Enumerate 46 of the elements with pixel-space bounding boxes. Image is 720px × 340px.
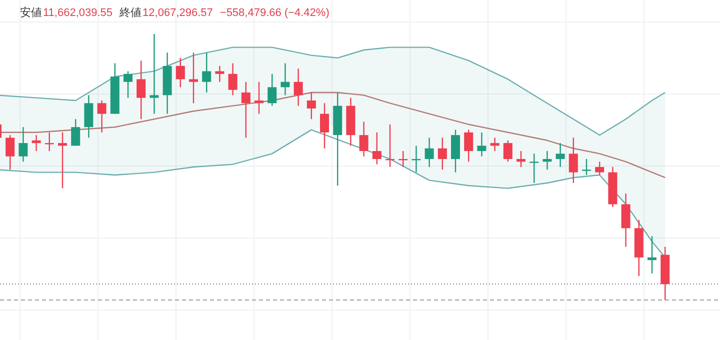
- candlestick: [516, 150, 526, 168]
- candlestick: [228, 62, 238, 96]
- candlestick: [438, 137, 447, 170]
- candlestick: [477, 132, 486, 157]
- candlestick: [202, 52, 212, 94]
- candlestick: [215, 65, 224, 82]
- candlestick: [542, 150, 552, 170]
- candlestick: [18, 126, 28, 162]
- candlestick: [150, 33, 159, 114]
- candlestick: [136, 60, 146, 120]
- candlestick: [490, 137, 500, 152]
- candlestick: [582, 158, 591, 176]
- candlestick: [124, 70, 132, 98]
- candlestick: [84, 94, 94, 138]
- candlestick: [241, 81, 250, 138]
- candlestick: [372, 132, 382, 165]
- candlestick: [595, 161, 604, 176]
- candlestick: [621, 193, 630, 248]
- annotation: 終値: [120, 7, 142, 19]
- candlestick: [280, 62, 290, 96]
- candlestick: [268, 73, 277, 106]
- candlestick: [306, 92, 316, 120]
- candlestick: [189, 52, 198, 104]
- candlestick: [464, 129, 474, 162]
- candlestick: [568, 137, 578, 184]
- candlestick: [71, 118, 80, 146]
- candlestick: [176, 57, 185, 88]
- annotation: 11,662,039.55: [43, 7, 113, 19]
- candlestick: [424, 137, 434, 168]
- candlestick: [58, 132, 67, 189]
- candlestick: [44, 132, 54, 152]
- annotation: −558,479.66 (−4.42%): [220, 7, 330, 19]
- candlestick: [530, 153, 539, 184]
- candlestick: [97, 100, 106, 134]
- candlestick: [359, 121, 368, 157]
- candlestick: [32, 134, 41, 152]
- candlestick: [294, 68, 303, 106]
- annotation: 安値: [20, 7, 42, 19]
- candlestick: [648, 236, 656, 274]
- candlestick: [556, 142, 565, 168]
- candlestick: [451, 129, 460, 173]
- candlestick: [503, 140, 512, 162]
- candlestick: [6, 134, 15, 170]
- candlestick: [320, 102, 329, 149]
- candlestick: [254, 81, 264, 114]
- annotation: 12,067,296.57: [142, 7, 213, 19]
